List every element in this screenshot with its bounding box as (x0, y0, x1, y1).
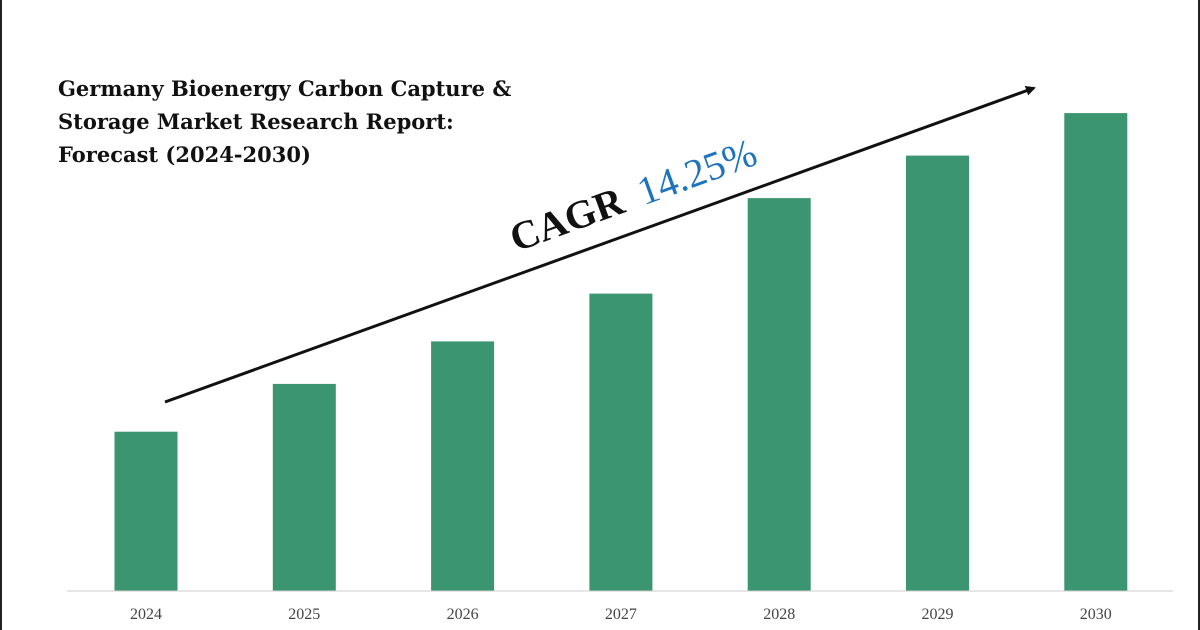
x-tick-label-2025: 2025 (288, 606, 320, 623)
cagr-annotation: CAGR 14.25% (504, 130, 763, 261)
bars-group (114, 113, 1128, 591)
bar-2029 (906, 155, 969, 591)
x-tick-label-2029: 2029 (922, 606, 954, 623)
title-line-3: Forecast (2024-2030) (58, 142, 311, 167)
cagr-value: 14.25% (631, 130, 762, 214)
bar-2028 (747, 198, 811, 591)
title-line-1: Germany Bioenergy Carbon Capture & (58, 76, 512, 101)
trend-arrow (164, 86, 1036, 404)
bar-2030 (1064, 113, 1128, 591)
x-tick-label-2026: 2026 (447, 606, 479, 623)
x-tick-label-2030: 2030 (1080, 606, 1112, 623)
x-tick-label-2027: 2027 (605, 606, 637, 623)
bar-2026 (431, 341, 495, 591)
bar-2027 (589, 293, 653, 591)
x-tick-labels: 2024 2025 2026 2027 2028 2029 2030 (130, 606, 1112, 623)
x-tick-label-2024: 2024 (130, 606, 162, 623)
chart-title: Germany Bioenergy Carbon Capture & Stora… (58, 72, 578, 171)
bar-2025 (272, 383, 336, 591)
title-line-2: Storage Market Research Report: (58, 109, 454, 134)
bar-2024 (114, 431, 178, 591)
x-tick-label-2028: 2028 (763, 606, 795, 623)
cagr-label: CAGR (504, 178, 631, 261)
